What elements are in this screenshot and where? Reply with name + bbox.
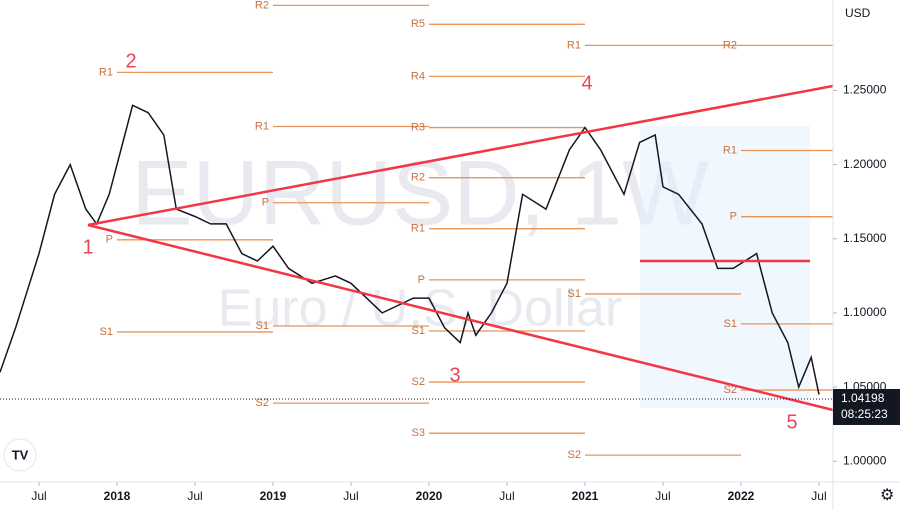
pivot-label: S1 [412, 325, 425, 337]
y-tick-label: 1.15000 [843, 231, 887, 245]
x-tick-label: 2018 [104, 489, 131, 503]
settings-icon[interactable]: ⚙ [880, 487, 894, 504]
pivot-label: S2 [723, 384, 736, 396]
pivot-label: R2 [723, 39, 737, 51]
pivot-label: R2 [255, 0, 269, 11]
pivot-label: S1 [100, 326, 113, 338]
pivot-label: S2 [256, 397, 269, 409]
price-line [0, 104, 820, 395]
pivot-label: R2 [411, 172, 425, 184]
svg-text:TV: TV [12, 447, 29, 462]
price-tag-label: 1.04198 [841, 391, 885, 405]
x-tick-label: 2022 [728, 489, 755, 503]
pivot-label: R1 [411, 223, 425, 235]
pivot-label: R5 [411, 18, 425, 30]
pivot-label: R4 [411, 70, 425, 82]
x-tick-label: Jul [655, 489, 670, 503]
pivot-label: P [730, 211, 737, 223]
pivot-label: S1 [723, 318, 736, 330]
x-tick-label: 2019 [260, 489, 287, 503]
currency-button[interactable]: USD [845, 6, 871, 20]
pivot-label: S3 [412, 427, 425, 439]
volume-profile-area [640, 126, 810, 408]
wave-label: 1 [82, 236, 93, 258]
trendline [87, 223, 834, 412]
x-tick-label: Jul [31, 489, 46, 503]
y-tick-label: 1.00000 [843, 453, 887, 467]
trendline [87, 84, 834, 227]
wave-label: 2 [125, 50, 136, 72]
wave-label: 5 [786, 411, 797, 433]
wave-label: 4 [581, 72, 592, 94]
y-tick-label: 1.10000 [843, 305, 887, 319]
x-tick-label: 2021 [572, 489, 599, 503]
pivot-label: S1 [568, 288, 581, 300]
pivot-label: P [106, 234, 113, 246]
wave-label: 3 [449, 364, 460, 386]
y-tick-label: 1.25000 [843, 83, 887, 97]
pivot-label: R3 [411, 121, 425, 133]
pivot-label: S1 [256, 320, 269, 332]
countdown: 08:25:23 [841, 407, 888, 421]
x-tick-label: Jul [811, 489, 826, 503]
watermark-sub: Euro / U.S. Dollar [218, 280, 623, 338]
x-tick-label: Jul [343, 489, 358, 503]
x-tick-label: 2020 [416, 489, 443, 503]
y-tick-label: 1.20000 [843, 157, 887, 171]
x-tick-label: Jul [187, 489, 202, 503]
pivot-label: R1 [723, 144, 737, 156]
x-tick-label: Jul [499, 489, 514, 503]
pivot-label: R1 [99, 66, 113, 78]
pivot-label: R1 [567, 39, 581, 51]
pivot-label: P [262, 197, 269, 209]
tv-logo: TV [3, 438, 37, 472]
price-tag [833, 388, 900, 425]
pivot-label: S2 [568, 449, 581, 461]
pivot-label: R1 [255, 120, 269, 132]
pivot-label: S2 [412, 376, 425, 388]
pivot-label: P [418, 274, 425, 286]
